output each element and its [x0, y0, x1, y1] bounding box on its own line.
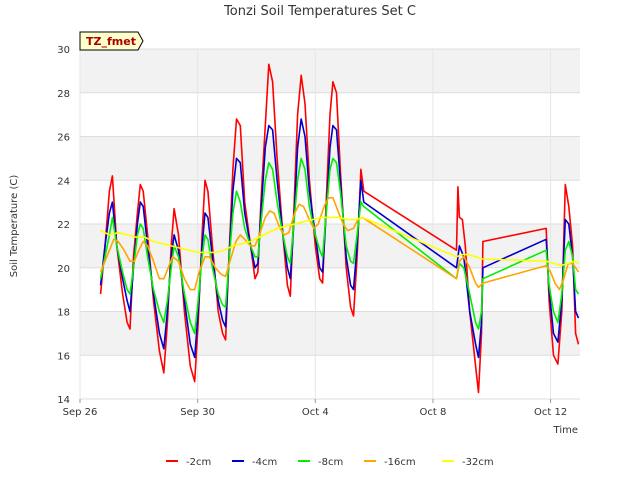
- badge-label: TZ_fmet: [86, 35, 136, 48]
- legend-label: -16cm: [384, 457, 416, 468]
- legend-label: -4cm: [252, 457, 277, 468]
- series-line-8cm: [99, 157, 580, 335]
- grid-lines: [79, 48, 580, 400]
- legend: -2cm -4cm -8cm -16cm -32cm: [166, 457, 494, 468]
- series-line-16cm: [99, 197, 580, 291]
- legend-item: -4cm: [232, 457, 277, 468]
- legend-item: -2cm: [166, 457, 211, 468]
- x-tick-label: Oct 4: [302, 407, 329, 418]
- y-tick-label: 16: [57, 351, 70, 362]
- legend-item: -16cm: [364, 457, 416, 468]
- legend-label: -2cm: [186, 457, 211, 468]
- series-lines: [99, 63, 580, 394]
- chart-title: Tonzi Soil Temperatures Set C: [223, 4, 416, 19]
- y-tick-label: 14: [57, 395, 70, 406]
- legend-item: -8cm: [298, 457, 343, 468]
- x-tick-label: Sep 26: [63, 407, 98, 418]
- y-tick-label: 22: [57, 220, 70, 231]
- series-line-32cm: [100, 216, 579, 267]
- y-axis: 14 16 18 20 22 24 26 28 30: [57, 45, 70, 406]
- x-axis: Sep 26 Sep 30 Oct 4 Oct 8 Oct 12: [63, 399, 567, 418]
- y-tick-label: 30: [57, 45, 70, 56]
- y-tick-label: 28: [57, 89, 70, 100]
- plot-band: [80, 224, 580, 268]
- series-line-4cm: [99, 118, 580, 359]
- site-badge: TZ_fmet: [79, 31, 144, 51]
- plot-band: [80, 49, 580, 93]
- badge-shape: [79, 31, 144, 51]
- x-tick-label: Sep 30: [180, 407, 215, 418]
- y-tick-label: 18: [57, 308, 70, 319]
- y-tick-label: 24: [57, 176, 70, 187]
- y-tick-label: 26: [57, 133, 70, 144]
- legend-label: -8cm: [318, 457, 343, 468]
- legend-item: -32cm: [442, 457, 494, 468]
- x-axis-title: Time: [553, 425, 578, 436]
- y-axis-title: Soil Temperature (C): [9, 175, 20, 278]
- legend-label: -32cm: [462, 457, 494, 468]
- y-tick-label: 20: [57, 264, 70, 275]
- x-tick-label: Oct 8: [420, 407, 447, 418]
- x-tick-label: Oct 12: [534, 407, 567, 418]
